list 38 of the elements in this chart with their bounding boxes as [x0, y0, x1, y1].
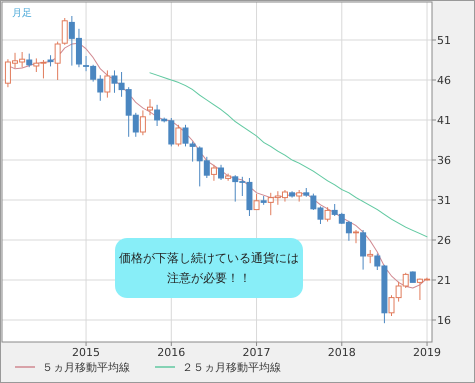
candlestick [54, 41, 61, 80]
candlestick [410, 270, 416, 283]
legend-label: ２５ヵ月移動平均線 [182, 361, 281, 374]
x-tick-label: 2017 [242, 346, 271, 359]
candlestick [62, 18, 68, 46]
candlestick [104, 70, 110, 98]
y-tick-label: 26 [437, 234, 451, 247]
y-tick-label: 21 [437, 274, 451, 287]
x-tick-label: 2016 [157, 346, 186, 359]
y-tick-label: 36 [437, 154, 451, 167]
candlestick [140, 110, 146, 136]
candlestick [190, 141, 196, 162]
candlestick [146, 98, 153, 116]
annotation: 価格が下落し続けている通貨には [119, 251, 299, 265]
candlestick [352, 230, 359, 244]
candlestick [175, 124, 182, 147]
candlestick [26, 53, 32, 68]
candlestick [324, 206, 331, 222]
candlestick [218, 164, 224, 180]
y-tick-label: 46 [437, 74, 451, 87]
candlestick [367, 250, 374, 264]
legend-label: ５ヵ月移動平均線 [42, 361, 130, 374]
candlestick [182, 124, 189, 147]
candlestick [48, 54, 54, 67]
candlestick [254, 194, 260, 210]
line-series [149, 72, 428, 238]
x-tick-label: 2019 [413, 346, 442, 359]
x-tick-label: 2018 [328, 346, 356, 359]
candlestick [296, 190, 302, 202]
x-tick-label: 2015 [72, 346, 100, 359]
y-tick-label: 31 [437, 194, 451, 207]
y-tick-label: 51 [437, 34, 451, 47]
annotation: 月足 [12, 8, 32, 19]
y-tick-label: 41 [437, 114, 451, 127]
candlestick [210, 164, 217, 182]
annotation: 注意が必要！！ [167, 271, 251, 285]
y-tick-label: 16 [437, 314, 451, 327]
candlestick [360, 230, 366, 270]
